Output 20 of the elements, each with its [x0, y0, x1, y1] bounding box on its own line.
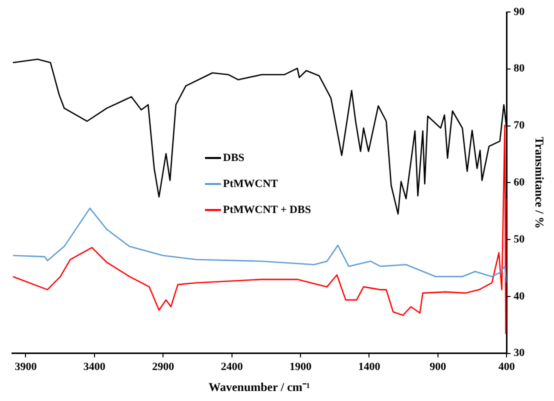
x-tick-label: 1400	[358, 360, 381, 373]
x-tick-label: 3400	[83, 360, 106, 373]
y-axis-title: Transmitance / %	[532, 136, 547, 229]
x-tick-label: 1900	[290, 360, 312, 373]
y-tick-label: 50	[514, 233, 526, 246]
x-axis-title: Wavenumber / cm⁻¹	[208, 380, 310, 394]
x-tick-label: 2400	[220, 360, 244, 373]
y-tick-label: 70	[514, 120, 526, 132]
y-tick-label: 30	[514, 347, 526, 360]
y-tick-label: 40	[514, 290, 526, 302]
x-tick-label: 400	[498, 360, 516, 373]
y-tick-label: 90	[514, 6, 526, 18]
x-tick-label: 3900	[14, 360, 38, 373]
legend-label: DBS	[223, 152, 244, 164]
x-tick-label: 2900	[152, 360, 175, 373]
y-tick-label: 80	[514, 62, 526, 75]
x-tick-label: 900	[430, 360, 447, 373]
legend-label: PtMWCNT	[223, 178, 278, 190]
y-tick-label: 60	[514, 176, 526, 189]
legend-label: PtMWCNT + DBS	[223, 204, 311, 216]
